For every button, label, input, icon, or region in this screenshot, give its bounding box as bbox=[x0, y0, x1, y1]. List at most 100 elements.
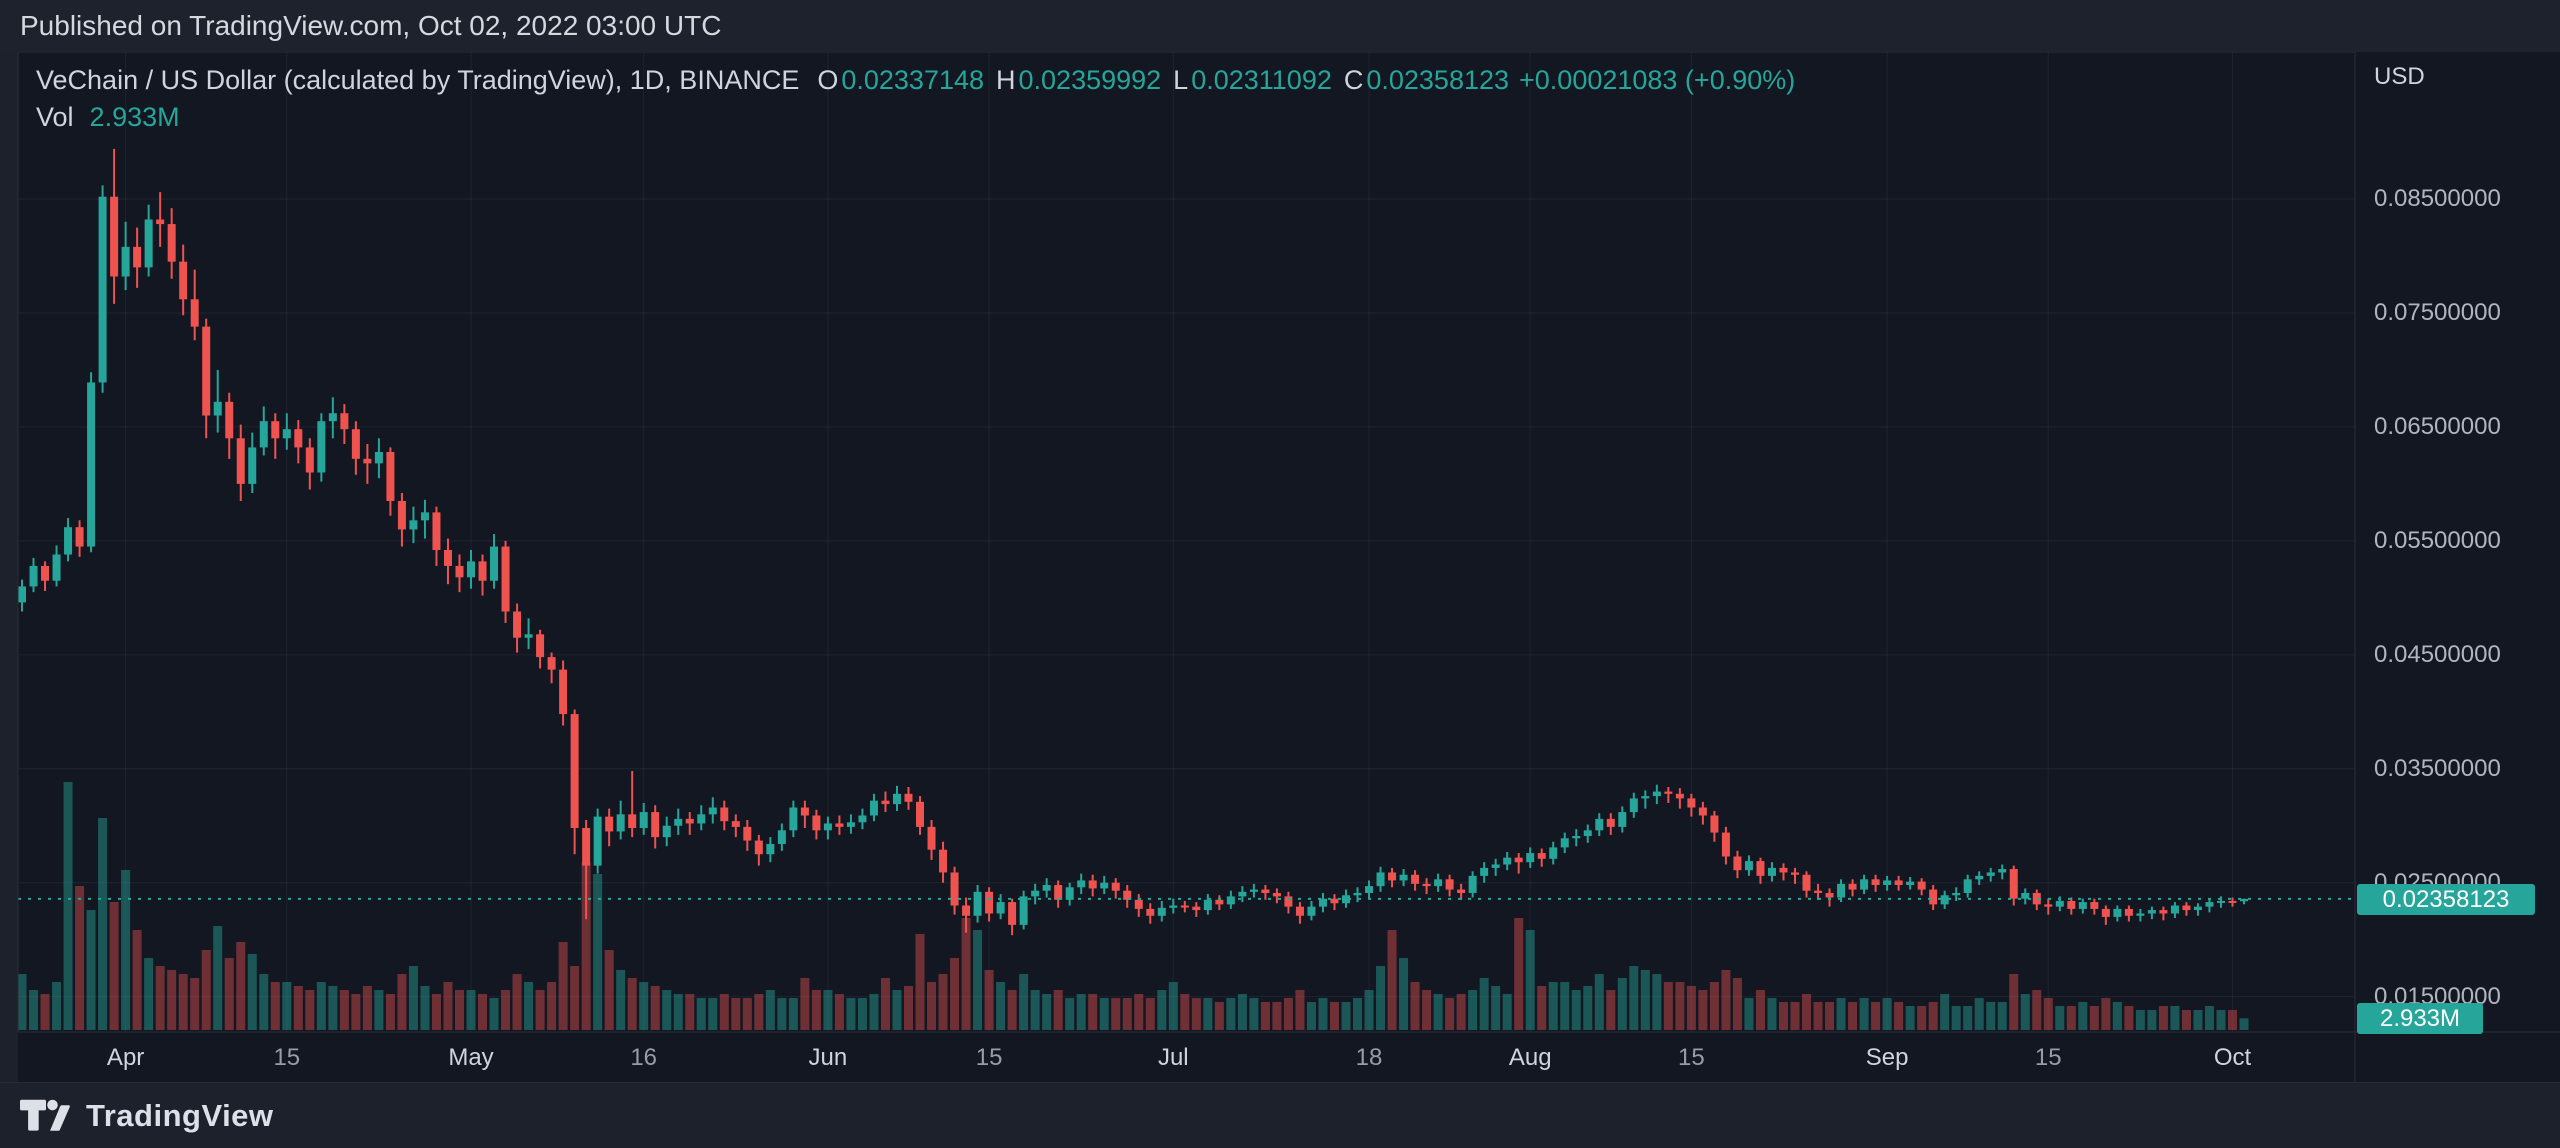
candle-body bbox=[1583, 830, 1592, 836]
time-tick-label: 15 bbox=[1678, 1044, 1705, 1071]
candle-body bbox=[754, 840, 763, 855]
volume-bar bbox=[454, 990, 464, 1030]
volume-bar bbox=[293, 986, 303, 1030]
volume-bar bbox=[1514, 918, 1524, 1030]
volume-bar bbox=[616, 970, 626, 1030]
candle-body bbox=[2136, 913, 2145, 916]
volume-bar bbox=[834, 994, 844, 1030]
candle-body bbox=[1134, 899, 1143, 909]
candle-body bbox=[374, 451, 383, 464]
candle-body bbox=[743, 826, 752, 841]
candle-body bbox=[662, 825, 671, 838]
candle-body bbox=[570, 714, 579, 829]
volume-bar bbox=[1076, 994, 1086, 1030]
candle-body bbox=[1756, 861, 1765, 876]
candle-body bbox=[2044, 904, 2053, 907]
volume-bar bbox=[696, 998, 706, 1030]
tradingview-logo-icon bbox=[20, 1099, 70, 1131]
time-tick-label: May bbox=[448, 1044, 494, 1071]
candle-body bbox=[1284, 896, 1293, 907]
volume-bar bbox=[915, 934, 925, 1030]
candle-body bbox=[1664, 791, 1673, 794]
volume-bar bbox=[742, 998, 752, 1030]
candle-body bbox=[1652, 791, 1661, 797]
time-tick-label: 15 bbox=[273, 1044, 301, 1071]
volume-bar bbox=[984, 970, 994, 1030]
volume-bar bbox=[328, 986, 338, 1030]
currency-label: USD bbox=[2374, 63, 2425, 90]
volume-bar bbox=[1019, 974, 1029, 1030]
candle-body bbox=[962, 905, 971, 916]
tradingview-brand-text: TradingView bbox=[86, 1098, 274, 1133]
candle-body bbox=[651, 812, 660, 838]
candle-body bbox=[1595, 818, 1604, 831]
volume-bar bbox=[63, 782, 73, 1030]
candle-body bbox=[1929, 889, 1938, 905]
candle-body bbox=[144, 219, 153, 268]
volume-bar bbox=[731, 998, 741, 1030]
volume-bar bbox=[431, 994, 441, 1030]
candle-body bbox=[420, 512, 429, 521]
volume-bar bbox=[1260, 1002, 1270, 1030]
candle-body bbox=[190, 299, 199, 327]
candle-body bbox=[236, 438, 245, 484]
candle-body bbox=[1837, 883, 1846, 898]
volume-bar bbox=[1709, 982, 1719, 1030]
candle-body bbox=[2228, 900, 2237, 903]
volume-bar bbox=[1537, 986, 1547, 1030]
candle-body bbox=[1295, 906, 1304, 916]
volume-bar bbox=[1479, 978, 1489, 1030]
candle-body bbox=[87, 382, 96, 547]
time-axis[interactable] bbox=[18, 1032, 2355, 1082]
volume-bar bbox=[1560, 982, 1570, 1030]
candle-body bbox=[1906, 881, 1915, 885]
time-tick-label: Jul bbox=[1157, 1044, 1189, 1071]
volume-badge: 2.933M bbox=[2357, 1003, 2483, 1035]
volume-bar bbox=[846, 998, 856, 1030]
published-bar: Published on TradingView.com, Oct 02, 20… bbox=[0, 0, 2560, 52]
candle-body bbox=[1721, 832, 1730, 857]
volume-bar bbox=[558, 942, 568, 1030]
candle-body bbox=[213, 401, 222, 416]
candle-body bbox=[397, 500, 406, 530]
candle-body bbox=[1606, 818, 1615, 827]
volume-bar bbox=[213, 926, 223, 1030]
volume-bar bbox=[581, 862, 591, 1030]
volume-bar bbox=[1433, 994, 1443, 1030]
candle-body bbox=[1318, 898, 1327, 907]
candle-body bbox=[1215, 899, 1224, 905]
volume-bar bbox=[259, 974, 269, 1030]
volume-bar bbox=[950, 958, 960, 1030]
volume-bar bbox=[1778, 1002, 1788, 1030]
candle-body bbox=[1042, 885, 1051, 891]
volume-bar bbox=[1974, 998, 1984, 1030]
volume-bar bbox=[1571, 990, 1581, 1030]
symbol-title[interactable]: VeChain / US Dollar (calculated by Tradi… bbox=[36, 65, 800, 95]
time-tick-label: 16 bbox=[630, 1044, 658, 1071]
candle-body bbox=[2032, 892, 2041, 905]
volume-bar bbox=[2101, 998, 2111, 1030]
volume-bar bbox=[1491, 986, 1501, 1030]
candle-body bbox=[1341, 895, 1350, 904]
volume-bar bbox=[2032, 990, 2042, 1030]
last-price-badge: 0.02358123 bbox=[2357, 883, 2535, 915]
candle-body bbox=[766, 843, 775, 855]
volume-bar bbox=[2066, 1006, 2076, 1030]
volume-bar bbox=[2170, 1006, 2180, 1030]
candle-body bbox=[858, 815, 867, 823]
volume-bar bbox=[708, 998, 718, 1030]
candle-body bbox=[1100, 882, 1109, 889]
volume-bar bbox=[719, 994, 729, 1030]
volume-bar bbox=[1629, 966, 1639, 1030]
candle-body bbox=[248, 447, 257, 484]
candle-body bbox=[259, 421, 268, 448]
tradingview-brand-link[interactable]: TradingView bbox=[20, 1095, 274, 1137]
candle-body bbox=[559, 669, 568, 715]
candle-body bbox=[1019, 896, 1028, 925]
candle-body bbox=[225, 401, 234, 439]
volume-bar bbox=[2078, 1002, 2088, 1030]
candle-body bbox=[1503, 857, 1512, 865]
volume-bar bbox=[1652, 974, 1662, 1030]
volume-bar bbox=[1790, 1002, 1800, 1030]
